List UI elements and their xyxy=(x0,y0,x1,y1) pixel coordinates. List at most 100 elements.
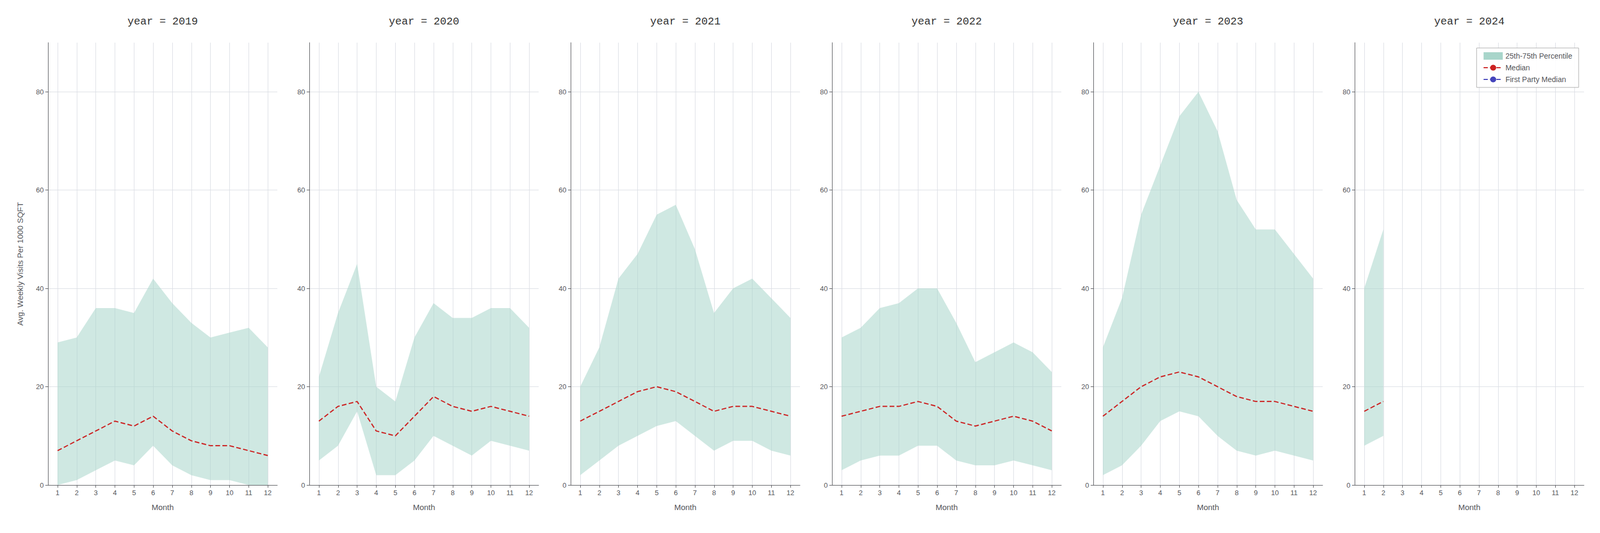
svg-text:0: 0 xyxy=(301,481,306,490)
svg-text:1: 1 xyxy=(578,489,582,498)
svg-text:10: 10 xyxy=(1532,489,1540,498)
svg-text:5: 5 xyxy=(654,489,659,498)
svg-text:8: 8 xyxy=(712,489,716,498)
svg-text:Month: Month xyxy=(935,502,958,512)
svg-text:1: 1 xyxy=(839,489,844,498)
svg-text:6: 6 xyxy=(934,489,939,498)
svg-text:60: 60 xyxy=(1081,186,1090,195)
svg-text:7: 7 xyxy=(170,489,174,498)
svg-text:80: 80 xyxy=(1342,88,1351,96)
svg-text:6: 6 xyxy=(150,489,155,498)
svg-text:7: 7 xyxy=(431,489,436,498)
svg-text:9: 9 xyxy=(992,489,997,498)
svg-text:6: 6 xyxy=(412,489,416,498)
svg-text:1: 1 xyxy=(316,489,321,498)
svg-text:10: 10 xyxy=(225,489,234,498)
svg-text:12: 12 xyxy=(1309,489,1317,498)
svg-text:12: 12 xyxy=(1570,489,1579,498)
svg-text:8: 8 xyxy=(189,489,194,498)
svg-text:20: 20 xyxy=(297,382,306,391)
svg-text:9: 9 xyxy=(731,489,735,498)
svg-text:First Party Median: First Party Median xyxy=(1505,75,1567,84)
svg-text:4: 4 xyxy=(374,489,379,498)
svg-text:10: 10 xyxy=(1270,489,1279,498)
svg-text:9: 9 xyxy=(208,489,213,498)
svg-text:80: 80 xyxy=(820,88,828,96)
svg-text:4: 4 xyxy=(113,489,117,498)
svg-text:12: 12 xyxy=(525,489,533,498)
svg-text:2: 2 xyxy=(74,489,79,498)
svg-text:7: 7 xyxy=(1215,489,1220,498)
svg-text:11: 11 xyxy=(768,489,776,498)
svg-text:year = 2020: year = 2020 xyxy=(388,15,460,28)
svg-text:80: 80 xyxy=(297,88,306,96)
svg-text:1: 1 xyxy=(55,489,60,498)
svg-text:4: 4 xyxy=(1158,489,1163,498)
svg-text:8: 8 xyxy=(1234,489,1239,498)
svg-text:0: 0 xyxy=(824,481,828,490)
svg-text:5: 5 xyxy=(393,489,398,498)
svg-text:7: 7 xyxy=(1476,489,1481,498)
svg-text:20: 20 xyxy=(820,382,828,391)
svg-text:12: 12 xyxy=(786,489,795,498)
svg-text:6: 6 xyxy=(1196,489,1200,498)
svg-text:60: 60 xyxy=(820,186,828,195)
svg-text:80: 80 xyxy=(36,88,44,96)
svg-text:9: 9 xyxy=(1253,489,1258,498)
svg-text:11: 11 xyxy=(1029,489,1037,498)
svg-text:80: 80 xyxy=(558,88,567,96)
svg-text:3: 3 xyxy=(355,489,359,498)
svg-text:60: 60 xyxy=(36,186,44,195)
svg-text:6: 6 xyxy=(1457,489,1462,498)
svg-text:year = 2021: year = 2021 xyxy=(650,15,721,28)
svg-text:10: 10 xyxy=(486,489,495,498)
svg-text:12: 12 xyxy=(1048,489,1056,498)
svg-text:3: 3 xyxy=(877,489,882,498)
svg-text:20: 20 xyxy=(1081,382,1090,391)
svg-text:11: 11 xyxy=(1552,489,1560,498)
svg-text:3: 3 xyxy=(1139,489,1143,498)
svg-text:20: 20 xyxy=(558,382,567,391)
svg-text:60: 60 xyxy=(1342,186,1351,195)
svg-text:year = 2022: year = 2022 xyxy=(911,15,982,28)
svg-text:Month: Month xyxy=(1196,502,1220,512)
svg-text:5: 5 xyxy=(132,489,136,498)
svg-text:9: 9 xyxy=(1515,489,1519,498)
svg-text:0: 0 xyxy=(1346,481,1351,490)
svg-text:8: 8 xyxy=(973,489,978,498)
svg-text:12: 12 xyxy=(264,489,272,498)
svg-text:year = 2023: year = 2023 xyxy=(1172,15,1244,28)
svg-text:5: 5 xyxy=(916,489,920,498)
svg-text:year = 2019: year = 2019 xyxy=(127,15,198,28)
svg-text:0: 0 xyxy=(1085,481,1090,490)
svg-text:11: 11 xyxy=(506,489,515,498)
svg-text:40: 40 xyxy=(297,284,306,293)
svg-text:0: 0 xyxy=(40,481,44,490)
svg-text:4: 4 xyxy=(1419,489,1424,498)
svg-text:Month: Month xyxy=(151,502,174,512)
svg-text:11: 11 xyxy=(1290,489,1299,498)
svg-text:1: 1 xyxy=(1100,489,1105,498)
svg-text:7: 7 xyxy=(692,489,697,498)
svg-text:8: 8 xyxy=(1496,489,1500,498)
svg-text:80: 80 xyxy=(1081,88,1090,96)
svg-text:3: 3 xyxy=(616,489,621,498)
svg-text:40: 40 xyxy=(1081,284,1090,293)
svg-text:3: 3 xyxy=(1400,489,1405,498)
svg-text:Avg. Weekly Visits Per 1000 SQ: Avg. Weekly Visits Per 1000 SQFT xyxy=(15,202,25,326)
svg-text:7: 7 xyxy=(954,489,958,498)
svg-text:Month: Month xyxy=(412,502,436,512)
svg-text:2: 2 xyxy=(1381,489,1386,498)
svg-text:5: 5 xyxy=(1438,489,1443,498)
svg-text:2: 2 xyxy=(1120,489,1124,498)
svg-text:40: 40 xyxy=(558,284,567,293)
svg-text:40: 40 xyxy=(1342,284,1351,293)
svg-text:2: 2 xyxy=(597,489,602,498)
svg-text:3: 3 xyxy=(93,489,98,498)
svg-text:2: 2 xyxy=(336,489,340,498)
svg-text:year = 2024: year = 2024 xyxy=(1434,15,1505,28)
svg-text:Median: Median xyxy=(1505,63,1531,72)
svg-text:5: 5 xyxy=(1177,489,1182,498)
svg-text:10: 10 xyxy=(1009,489,1018,498)
svg-text:6: 6 xyxy=(673,489,678,498)
